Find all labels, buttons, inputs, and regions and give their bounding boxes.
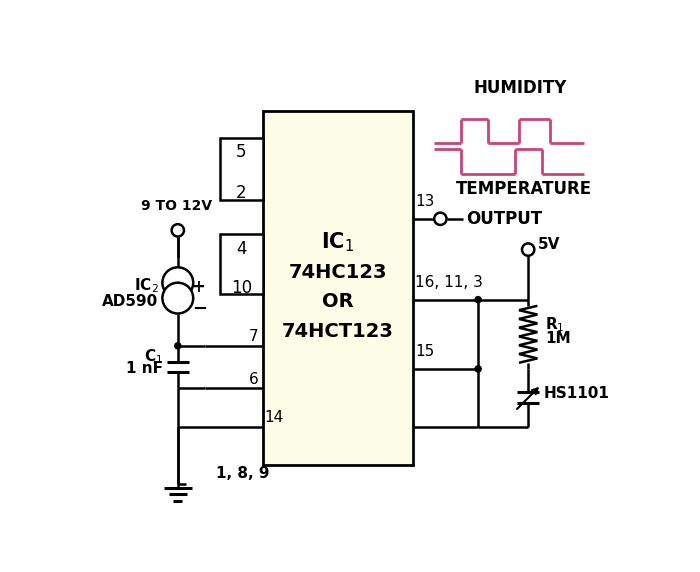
Text: 16, 11, 3: 16, 11, 3 <box>415 275 483 289</box>
Text: IC$_1$: IC$_1$ <box>321 230 354 254</box>
Text: 10: 10 <box>231 279 252 297</box>
Bar <box>220 234 262 294</box>
Text: 1M: 1M <box>545 331 570 345</box>
Text: 1, 8, 9: 1, 8, 9 <box>216 466 270 482</box>
Text: R$_1$: R$_1$ <box>545 316 565 335</box>
Text: 1 nF: 1 nF <box>126 361 163 376</box>
Text: HS1101: HS1101 <box>544 387 610 402</box>
Circle shape <box>175 343 181 349</box>
Text: 74HCT123: 74HCT123 <box>281 321 393 341</box>
Text: 5V: 5V <box>538 237 560 252</box>
Text: OR: OR <box>322 292 354 311</box>
Text: 9 TO 12V: 9 TO 12V <box>141 200 212 213</box>
Text: 7: 7 <box>249 329 259 344</box>
Text: −: − <box>192 300 206 317</box>
Circle shape <box>475 366 481 372</box>
Circle shape <box>434 213 447 225</box>
Text: 6: 6 <box>249 372 259 387</box>
Text: +: + <box>192 278 206 296</box>
Text: 15: 15 <box>415 344 434 359</box>
Circle shape <box>475 296 481 303</box>
Text: OUTPUT: OUTPUT <box>467 210 542 228</box>
Bar <box>220 138 262 200</box>
Text: 13: 13 <box>415 194 434 209</box>
Bar <box>262 111 413 465</box>
Text: C$_1$: C$_1$ <box>144 347 163 366</box>
Text: HUMIDITY: HUMIDITY <box>474 79 567 97</box>
Text: IC$_2$: IC$_2$ <box>134 276 159 295</box>
Text: TEMPERATURE: TEMPERATURE <box>456 180 592 198</box>
Text: 74HC123: 74HC123 <box>288 263 387 282</box>
Text: 14: 14 <box>265 410 284 425</box>
Circle shape <box>172 224 184 236</box>
Text: AD590: AD590 <box>102 294 159 309</box>
Circle shape <box>162 267 193 298</box>
Text: 2: 2 <box>236 184 246 202</box>
Circle shape <box>162 283 193 313</box>
Text: 4: 4 <box>236 240 246 257</box>
Circle shape <box>522 244 534 256</box>
Text: 5: 5 <box>236 144 246 161</box>
